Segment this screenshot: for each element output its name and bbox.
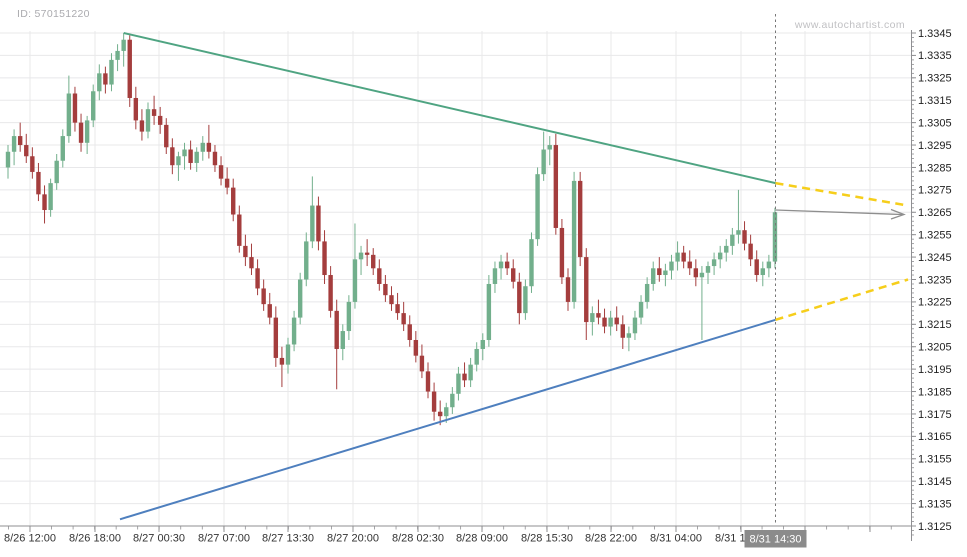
x-label-highlight: 8/31 14:30 — [744, 530, 807, 548]
svg-text:1.3155: 1.3155 — [918, 454, 952, 466]
svg-text:1.3295: 1.3295 — [918, 140, 952, 152]
svg-text:1.3265: 1.3265 — [918, 207, 952, 219]
svg-text:1.3185: 1.3185 — [918, 386, 952, 398]
svg-text:1.3165: 1.3165 — [918, 431, 952, 443]
svg-text:8/28 02:30: 8/28 02:30 — [392, 533, 444, 545]
svg-text:8/28 22:00: 8/28 22:00 — [585, 533, 637, 545]
svg-text:1.3275: 1.3275 — [918, 185, 952, 197]
forecast-arrow-icon — [775, 208, 906, 220]
pattern-id-label: ID: 570151220 — [17, 8, 90, 20]
svg-text:1.3315: 1.3315 — [918, 95, 952, 107]
grid — [0, 31, 912, 526]
svg-text:1.3345: 1.3345 — [918, 28, 952, 40]
svg-text:1.3235: 1.3235 — [918, 274, 952, 286]
svg-text:1.3305: 1.3305 — [918, 117, 952, 129]
svg-text:8/31 14:30: 8/31 14:30 — [750, 534, 802, 546]
svg-text:1.3135: 1.3135 — [918, 498, 952, 510]
svg-text:8/26 18:00: 8/26 18:00 — [69, 533, 121, 545]
svg-text:1.3195: 1.3195 — [918, 364, 952, 376]
svg-text:1.3245: 1.3245 — [918, 252, 952, 264]
svg-text:8/28 09:00: 8/28 09:00 — [456, 533, 508, 545]
svg-text:1.3175: 1.3175 — [918, 409, 952, 421]
svg-text:1.3215: 1.3215 — [918, 319, 952, 331]
svg-text:8/27 20:00: 8/27 20:00 — [327, 533, 379, 545]
autochartist-watermark: www.autochartist.com — [794, 19, 905, 31]
svg-text:1.3335: 1.3335 — [918, 50, 952, 62]
support-trendline — [119, 318, 776, 521]
svg-text:8/27 00:30: 8/27 00:30 — [133, 533, 185, 545]
x-axis-labels: 8/26 12:00 8/26 18:00 8/27 00:30 8/27 07:00… — [4, 525, 892, 545]
svg-text:8/27 07:00: 8/27 07:00 — [198, 533, 250, 545]
resistance-trendline — [123, 32, 776, 185]
svg-text:1.3125: 1.3125 — [918, 521, 952, 533]
svg-text:1.3205: 1.3205 — [918, 342, 952, 354]
svg-text:1.3145: 1.3145 — [918, 476, 952, 488]
forecast-lower-line — [775, 278, 909, 322]
svg-text:8/26 12:00: 8/26 12:00 — [4, 533, 56, 545]
svg-text:8/27 13:30: 8/27 13:30 — [262, 533, 314, 545]
y-axis-labels: 1.3345 1.3335 1.3325 1.3315 1.3305 1.3295 1.32… — [911, 28, 952, 536]
svg-text:8/31 04:00: 8/31 04:00 — [650, 533, 702, 545]
forecast-upper-line — [775, 181, 909, 207]
svg-text:1.3325: 1.3325 — [918, 73, 952, 85]
svg-text:8/28 15:30: 8/28 15:30 — [521, 533, 573, 545]
axes — [0, 30, 914, 541]
candles — [5, 33, 778, 426]
svg-text:1.3225: 1.3225 — [918, 297, 952, 309]
svg-text:1.3255: 1.3255 — [918, 229, 952, 241]
svg-text:1.3285: 1.3285 — [918, 162, 952, 174]
